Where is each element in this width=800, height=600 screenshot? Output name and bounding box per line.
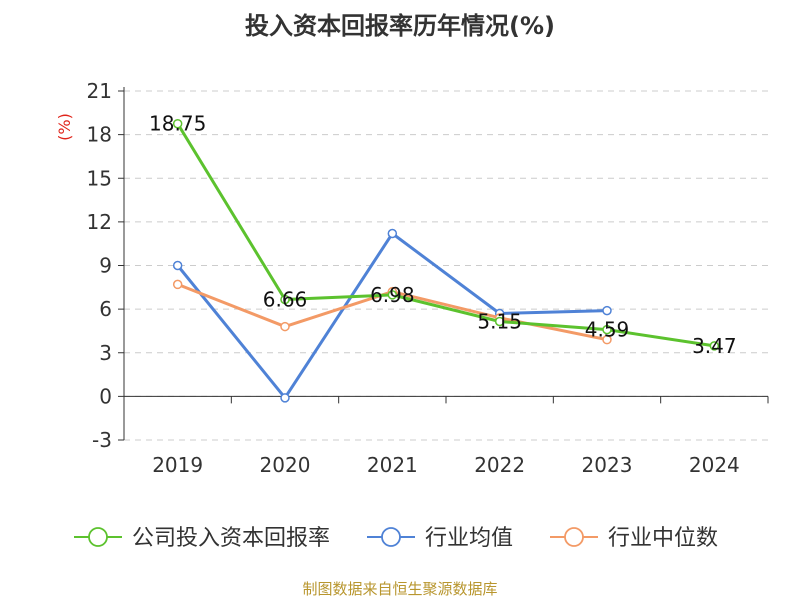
x-tick-label: 2022	[474, 453, 525, 477]
legend-label: 行业中位数	[608, 526, 718, 551]
data-labels: 18.75 6.66 6.98 5.15 4.59 3.47	[149, 112, 737, 358]
data-point	[172, 260, 183, 271]
y-tick-label: 12	[87, 210, 112, 234]
legend-label: 行业均值	[425, 526, 513, 551]
series-line-1	[176, 232, 608, 400]
data-label: 18.75	[149, 112, 206, 136]
data-point	[494, 316, 505, 327]
data-point	[387, 290, 398, 300]
data-point	[280, 321, 290, 332]
data-point	[709, 341, 720, 351]
x-tick-label: 2021	[367, 453, 418, 477]
y-tick-label: 6	[99, 297, 112, 321]
data-label: 5.15	[477, 309, 522, 333]
y-tick-label: -3	[92, 428, 112, 452]
data-point	[602, 324, 612, 335]
data-point	[602, 305, 612, 316]
y-tick-label: 21	[87, 79, 112, 103]
y-tick-label: 18	[87, 123, 112, 147]
y-tick-label: 0	[99, 384, 112, 408]
y-tick-label: 3	[99, 341, 112, 365]
data-point	[280, 294, 290, 305]
x-tick-label: 2023	[582, 453, 633, 477]
grid-lines	[124, 90, 768, 441]
series-lines	[172, 118, 720, 403]
legend-marker	[564, 527, 584, 547]
series-line-0	[176, 122, 715, 348]
source-note: 制图数据来自恒生聚源数据库	[302, 580, 498, 598]
data-label: 3.47	[692, 334, 737, 358]
x-tick-label: 2024	[689, 453, 740, 477]
legend: 公司投入资本回报率 行业均值 行业中位数	[74, 526, 718, 551]
legend-marker	[88, 527, 108, 547]
data-point	[172, 279, 183, 290]
y-tick-label: 15	[87, 166, 112, 190]
data-label: 6.66	[263, 288, 308, 312]
data-label: 6.98	[370, 283, 415, 307]
x-tick-label: 2020	[260, 453, 311, 477]
data-point	[602, 334, 612, 345]
data-label: 4.59	[585, 318, 630, 342]
y-tick-label: 9	[99, 254, 112, 278]
legend-label: 公司投入资本回报率	[132, 526, 330, 551]
data-point	[387, 228, 398, 239]
data-point	[172, 118, 183, 129]
data-point	[280, 393, 290, 403]
chart-title: 投入资本回报率历年情况(%)	[245, 12, 555, 40]
axes: 21 18 15 12 9 6 3 0 -3 (%) 2019 2020 2021 2022 2023 202…	[55, 79, 769, 477]
y-unit-label: (%)	[55, 113, 74, 141]
x-tick-label: 2019	[152, 453, 203, 477]
legend-marker	[381, 527, 401, 547]
